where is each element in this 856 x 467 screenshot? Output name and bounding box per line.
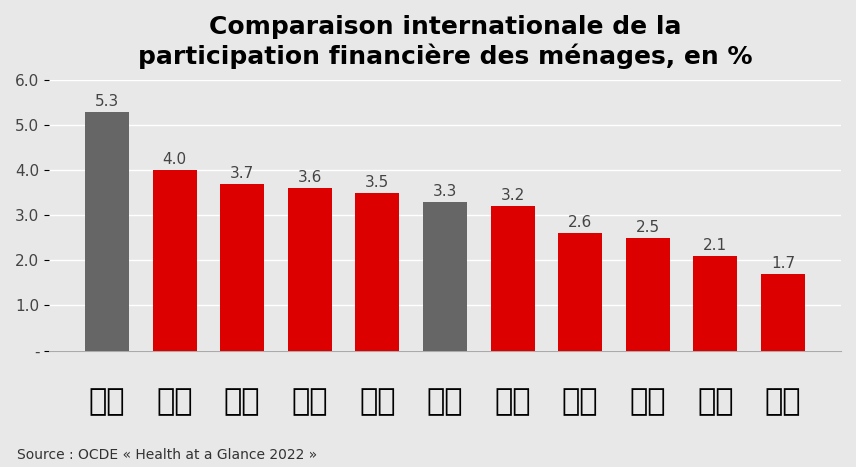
Text: 2.6: 2.6	[568, 215, 592, 230]
Bar	[761, 274, 805, 351]
Text: 🇧🇪: 🇧🇪	[224, 388, 260, 417]
Text: 4.0: 4.0	[163, 152, 187, 167]
Text: Source : OCDE « Health at a Glance 2022 »: Source : OCDE « Health at a Glance 2022 …	[17, 448, 318, 462]
Text: 5.3: 5.3	[95, 94, 119, 109]
Text: 🇦🇹: 🇦🇹	[157, 388, 193, 417]
Text: 3.3: 3.3	[433, 184, 457, 199]
Bar	[85, 112, 129, 351]
Bar	[490, 206, 534, 351]
Text: 2.1: 2.1	[704, 238, 728, 253]
Text: 🇱🇺: 🇱🇺	[764, 388, 801, 417]
Bar	[693, 256, 737, 351]
Text: 🇨🇭: 🇨🇭	[89, 388, 125, 417]
Bar	[355, 193, 400, 351]
Bar	[152, 170, 197, 351]
Text: 🇳🇱: 🇳🇱	[629, 388, 666, 417]
Text: 🇫🇷: 🇫🇷	[697, 388, 734, 417]
Text: 🇸🇪: 🇸🇪	[360, 388, 395, 417]
Text: 1.7: 1.7	[771, 256, 795, 271]
Bar	[288, 188, 332, 351]
Text: 3.2: 3.2	[501, 188, 525, 203]
Bar	[626, 238, 669, 351]
Text: 3.5: 3.5	[366, 175, 389, 190]
Title: Comparaison internationale de la
participation financière des ménages, en %: Comparaison internationale de la partici…	[138, 15, 752, 69]
Text: 🇮🇹: 🇮🇹	[292, 388, 328, 417]
Bar	[220, 184, 265, 351]
Text: 3.6: 3.6	[298, 170, 322, 185]
Text: 🇪🇺: 🇪🇺	[427, 388, 463, 417]
Bar	[423, 202, 467, 351]
Text: 2.5: 2.5	[636, 220, 660, 235]
Text: 🇩🇪: 🇩🇪	[495, 388, 531, 417]
Bar	[558, 234, 602, 351]
Text: 3.7: 3.7	[230, 166, 254, 181]
Text: 🇬🇧: 🇬🇧	[562, 388, 598, 417]
